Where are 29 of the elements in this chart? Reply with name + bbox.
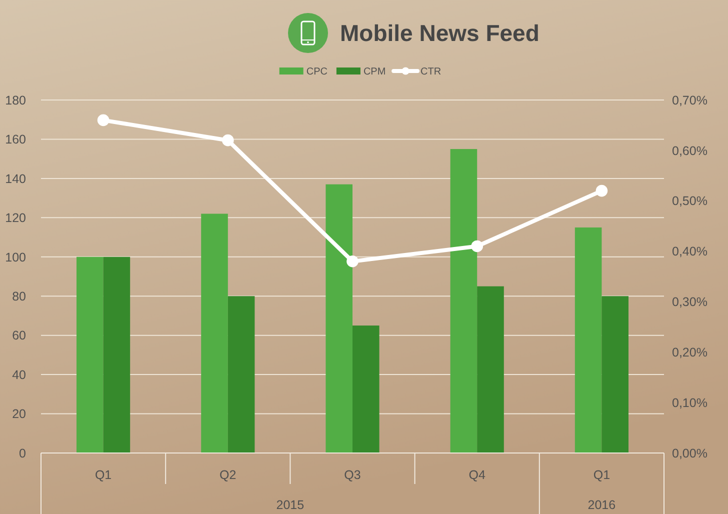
legend-label: CPC — [306, 66, 328, 78]
y2-tick-label: 0,10% — [672, 396, 708, 410]
y2-tick-label: 0,50% — [672, 194, 708, 208]
y-tick-label: 0 — [19, 446, 26, 460]
y-tick-label: 60 — [12, 328, 26, 343]
legend-label: CTR — [420, 66, 442, 78]
y2-tick-label: 0,00% — [672, 446, 708, 460]
x-tick-label: Q3 — [344, 468, 361, 482]
y2-tick-label: 0,40% — [672, 244, 708, 259]
y-tick-label: 180 — [5, 93, 26, 108]
y-tick-label: 80 — [12, 289, 26, 304]
y-tick-label: 120 — [5, 211, 26, 226]
y-tick-label: 160 — [5, 132, 26, 147]
x-tick-label: Q4 — [468, 468, 486, 482]
y-tick-label: 100 — [5, 250, 26, 264]
y2-tick-label: 0,60% — [672, 144, 708, 158]
y2-tick-label: 0,30% — [672, 295, 708, 310]
x-tick-label: Q1 — [593, 468, 610, 482]
y2-tick-label: 0,20% — [672, 346, 708, 360]
x-tick-label: Q1 — [94, 468, 112, 482]
x-tick-label: Q2 — [220, 468, 236, 482]
text: 2015 — [276, 498, 304, 512]
y2-tick-label: 0,70% — [672, 93, 708, 108]
y-tick-label: 140 — [5, 172, 26, 186]
legend-label: CPM — [363, 66, 386, 78]
chart-title: Mobile News Feed — [340, 20, 540, 46]
y-tick-label: 40 — [12, 368, 26, 382]
y-tick-label: 20 — [12, 407, 26, 422]
text: 2016 — [588, 498, 616, 512]
